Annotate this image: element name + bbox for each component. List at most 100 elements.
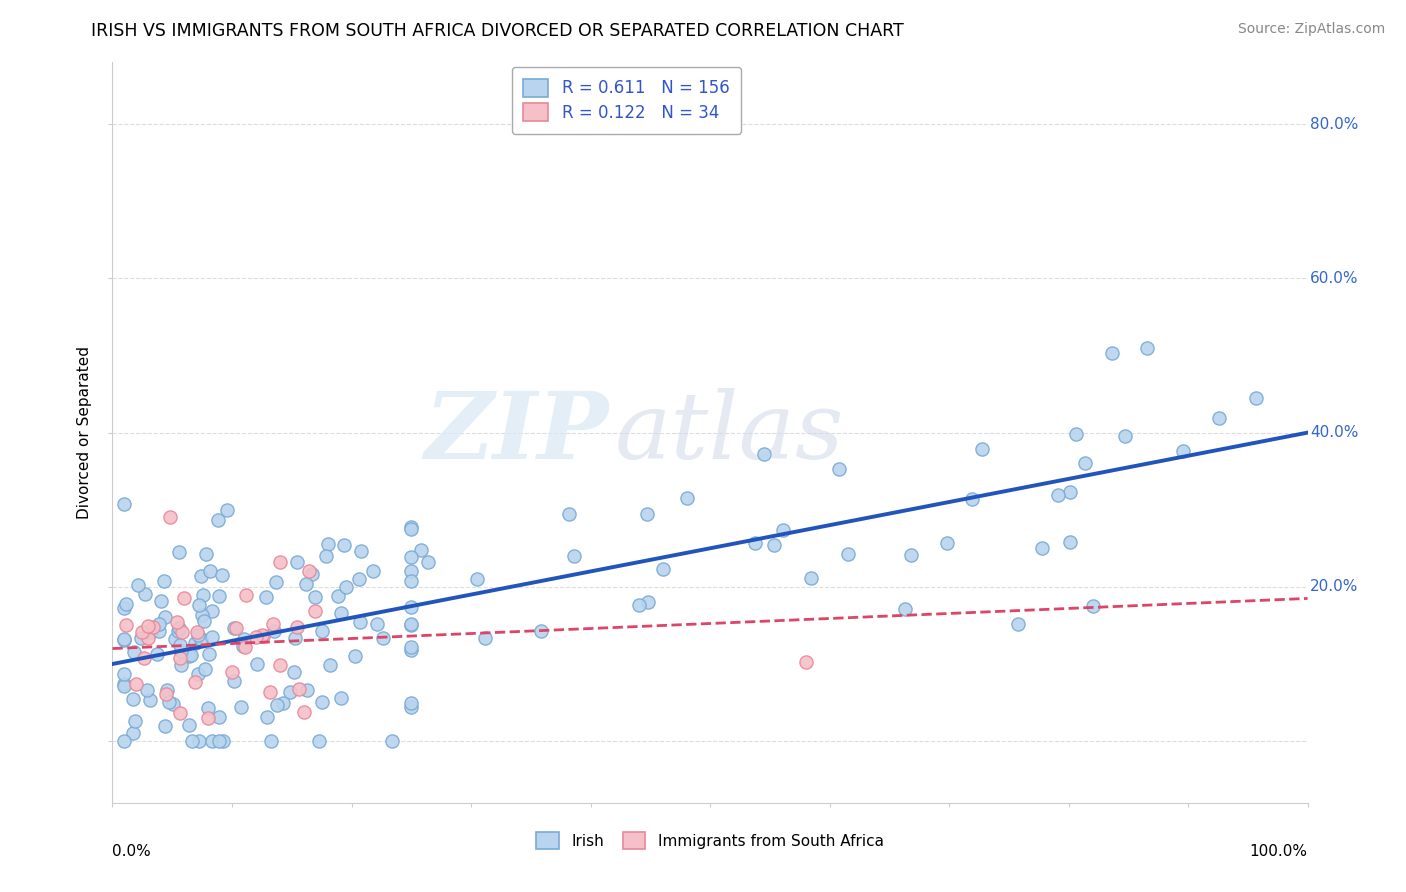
Point: [191, 588, 214, 602]
Point: [232, 639, 254, 653]
Point: [381, 734, 404, 748]
Point: [170, 644, 193, 658]
Point: [256, 710, 278, 724]
Point: [363, 564, 385, 578]
Point: [187, 667, 209, 681]
Text: 0.0%: 0.0%: [112, 844, 152, 858]
Point: [211, 568, 233, 582]
Point: [349, 573, 371, 587]
Point: [401, 574, 423, 588]
Point: [245, 630, 267, 644]
Point: [114, 677, 135, 691]
Point: [134, 587, 156, 601]
Point: [1114, 429, 1136, 443]
Point: [366, 616, 388, 631]
Point: [246, 657, 269, 671]
Point: [900, 548, 922, 562]
Point: [148, 624, 170, 638]
Point: [295, 683, 318, 698]
Point: [215, 502, 238, 516]
Point: [134, 651, 156, 665]
Point: [1059, 535, 1081, 549]
Point: [960, 491, 983, 506]
Point: [252, 629, 274, 643]
Point: [222, 673, 245, 688]
Point: [152, 574, 174, 588]
Point: [190, 608, 212, 623]
Point: [329, 691, 352, 706]
Point: [828, 462, 851, 476]
Point: [127, 578, 149, 592]
Point: [269, 555, 291, 569]
Point: [1171, 444, 1194, 458]
Point: [114, 734, 135, 748]
Point: [169, 651, 191, 665]
Point: [636, 508, 658, 522]
Point: [115, 597, 138, 611]
Point: [138, 619, 160, 633]
Point: [225, 621, 247, 635]
Point: [188, 598, 211, 612]
Point: [254, 591, 277, 605]
Point: [401, 617, 423, 632]
Point: [332, 538, 354, 552]
Point: [124, 714, 146, 728]
Point: [146, 647, 169, 661]
Point: [212, 734, 235, 748]
Point: [114, 633, 135, 648]
Point: [114, 667, 135, 681]
Point: [125, 677, 148, 691]
Point: [328, 589, 350, 603]
Point: [184, 675, 207, 690]
Text: Source: ZipAtlas.com: Source: ZipAtlas.com: [1237, 22, 1385, 37]
Point: [180, 648, 202, 662]
Point: [179, 647, 201, 661]
Point: [269, 658, 291, 673]
Point: [1208, 410, 1230, 425]
Point: [1064, 427, 1087, 442]
Point: [194, 662, 217, 676]
Point: [311, 624, 333, 639]
Point: [1074, 456, 1097, 470]
Point: [401, 550, 423, 565]
Point: [262, 617, 284, 632]
Point: [292, 705, 315, 719]
Point: [401, 696, 423, 710]
Point: [135, 683, 157, 698]
Point: [371, 631, 394, 645]
Point: [676, 491, 699, 506]
Point: [129, 632, 152, 646]
Point: [142, 620, 165, 634]
Point: [652, 562, 675, 576]
Text: 20.0%: 20.0%: [1310, 580, 1358, 594]
Point: [637, 595, 659, 609]
Point: [114, 498, 135, 512]
Point: [224, 621, 246, 635]
Point: [794, 655, 817, 669]
Point: [266, 698, 288, 712]
Point: [1081, 599, 1104, 614]
Point: [1059, 485, 1081, 500]
Point: [308, 734, 330, 748]
Point: [263, 624, 285, 638]
Point: [1031, 541, 1053, 555]
Point: [529, 624, 551, 638]
Point: [201, 631, 224, 645]
Point: [301, 566, 323, 581]
Point: [273, 696, 295, 710]
Point: [114, 600, 135, 615]
Point: [744, 536, 766, 550]
Point: [894, 601, 917, 615]
Text: 100.0%: 100.0%: [1250, 844, 1308, 858]
Point: [198, 564, 221, 578]
Point: [233, 640, 256, 654]
Point: [194, 547, 217, 561]
Text: 60.0%: 60.0%: [1310, 271, 1358, 285]
Point: [187, 628, 209, 642]
Point: [114, 679, 135, 693]
Point: [167, 621, 190, 635]
Point: [159, 510, 181, 524]
Point: [401, 643, 423, 657]
Point: [233, 632, 256, 646]
Point: [800, 571, 823, 585]
